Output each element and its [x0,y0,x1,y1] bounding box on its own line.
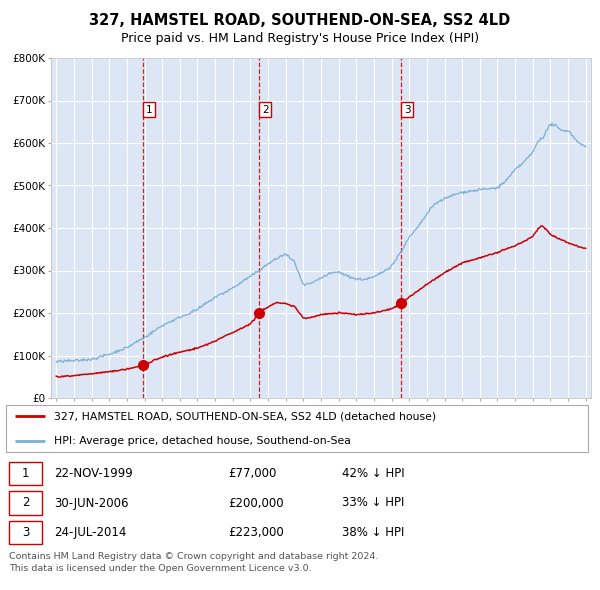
Text: 22-NOV-1999: 22-NOV-1999 [54,467,133,480]
Text: 3: 3 [22,526,29,539]
Text: 2: 2 [22,497,29,510]
FancyBboxPatch shape [9,461,42,485]
Text: 327, HAMSTEL ROAD, SOUTHEND-ON-SEA, SS2 4LD (detached house): 327, HAMSTEL ROAD, SOUTHEND-ON-SEA, SS2 … [54,411,436,421]
Text: 327, HAMSTEL ROAD, SOUTHEND-ON-SEA, SS2 4LD: 327, HAMSTEL ROAD, SOUTHEND-ON-SEA, SS2 … [89,13,511,28]
Text: 1: 1 [145,105,152,114]
FancyBboxPatch shape [9,491,42,514]
Text: Contains HM Land Registry data © Crown copyright and database right 2024.
This d: Contains HM Land Registry data © Crown c… [9,552,379,573]
Text: £223,000: £223,000 [228,526,284,539]
Text: 33% ↓ HPI: 33% ↓ HPI [342,497,404,510]
FancyBboxPatch shape [6,405,588,453]
Text: £77,000: £77,000 [228,467,277,480]
Text: £200,000: £200,000 [228,497,284,510]
Text: 38% ↓ HPI: 38% ↓ HPI [342,526,404,539]
Text: 1: 1 [22,467,29,480]
Text: 42% ↓ HPI: 42% ↓ HPI [342,467,404,480]
Text: 30-JUN-2006: 30-JUN-2006 [54,497,128,510]
Text: Price paid vs. HM Land Registry's House Price Index (HPI): Price paid vs. HM Land Registry's House … [121,32,479,45]
Text: 3: 3 [404,105,411,114]
Text: 24-JUL-2014: 24-JUL-2014 [54,526,127,539]
Text: 2: 2 [262,105,268,114]
FancyBboxPatch shape [9,521,42,545]
Text: HPI: Average price, detached house, Southend-on-Sea: HPI: Average price, detached house, Sout… [54,435,351,445]
